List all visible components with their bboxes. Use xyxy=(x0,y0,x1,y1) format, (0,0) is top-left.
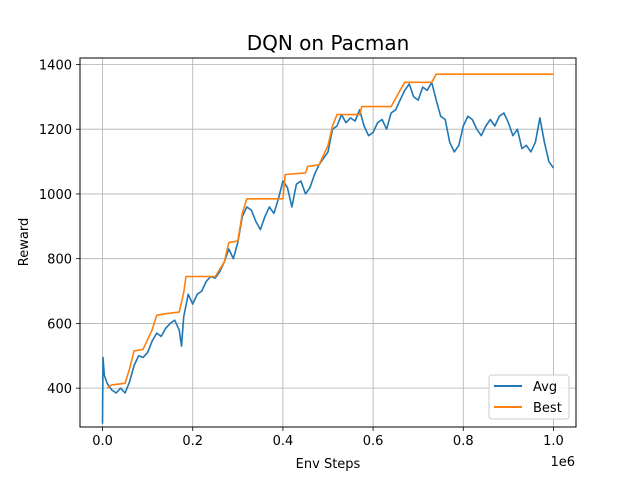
series-line-best xyxy=(106,73,554,389)
y-axis-label: Reward xyxy=(17,218,32,266)
x-tick-label: 0.2 xyxy=(182,434,203,449)
x-tick-label: 0.8 xyxy=(453,434,474,449)
x-axis-label: Env Steps xyxy=(296,457,361,472)
chart-title: DQN on Pacman xyxy=(247,31,410,55)
x-tick-label: 0.6 xyxy=(363,434,384,449)
plot-area-frame xyxy=(79,57,577,428)
axis-ticks: 0.0 0.2 0.4 0.6 0.8 1.0 400 600 800 1000 1200 1400 xyxy=(39,58,564,449)
y-tick-label: 800 xyxy=(47,253,72,268)
x-tick-label: 1.0 xyxy=(543,434,564,449)
y-tick-label: 1000 xyxy=(39,188,72,203)
x-tick-label: 0.0 xyxy=(92,434,113,449)
x-axis-offset-text: 1e6 xyxy=(550,455,575,470)
grid xyxy=(80,58,576,427)
legend-label-avg: Avg xyxy=(533,380,557,395)
series-lines xyxy=(101,73,555,424)
y-tick-label: 1400 xyxy=(39,58,72,73)
legend: Avg Best xyxy=(488,374,570,420)
y-tick-label: 600 xyxy=(47,317,72,332)
x-tick-label: 0.4 xyxy=(273,434,294,449)
y-tick-label: 400 xyxy=(47,382,72,397)
legend-label-best: Best xyxy=(533,401,562,416)
y-tick-label: 1200 xyxy=(39,123,72,138)
